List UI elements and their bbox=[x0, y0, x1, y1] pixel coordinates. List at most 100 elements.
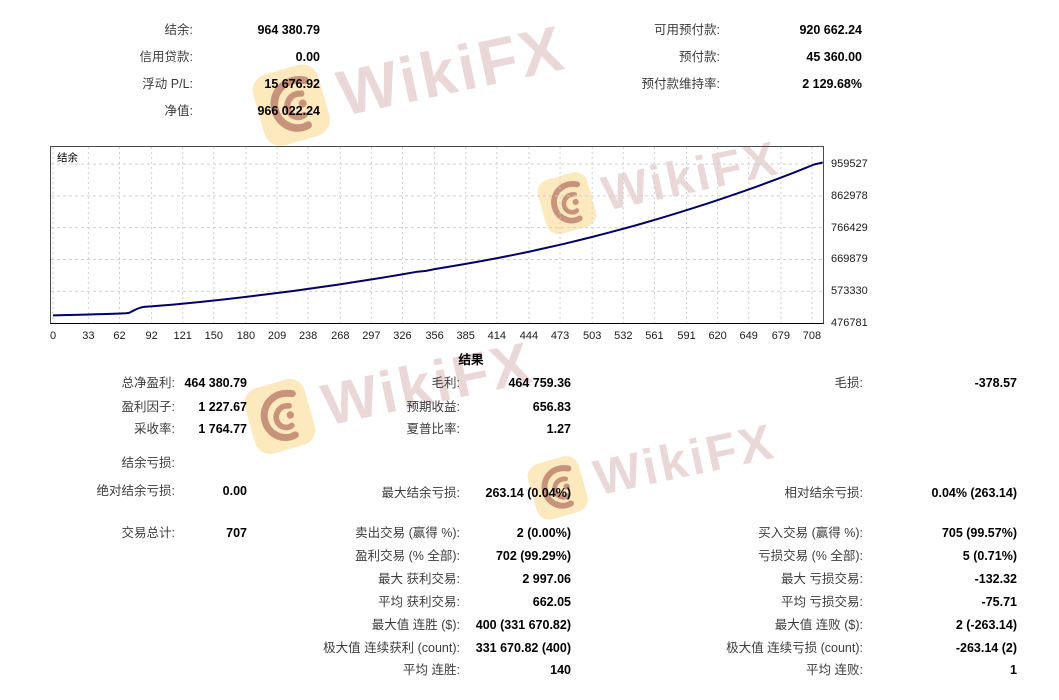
stat-value: 705 (99.57%) bbox=[941, 526, 1017, 540]
stat-value: 0.00 bbox=[222, 484, 247, 498]
stat-label: 最大值 连败 ($): bbox=[774, 618, 863, 632]
x-tick-label: 238 bbox=[298, 330, 318, 342]
stat-value: 920 662.24 bbox=[799, 23, 862, 37]
watermark: WikiFX bbox=[240, 325, 541, 460]
stat-value: -378.57 bbox=[974, 376, 1017, 390]
stat-value: 45 360.00 bbox=[806, 50, 862, 64]
stat-value: 702 (99.29%) bbox=[495, 549, 571, 563]
stat-value: 662.05 bbox=[532, 595, 571, 609]
stat-label: 预付款维持率: bbox=[641, 77, 720, 91]
y-tick-label: 862978 bbox=[831, 189, 868, 202]
balance-chart: 结余 bbox=[50, 146, 824, 324]
stat-value: 0.04% (263.14) bbox=[931, 486, 1017, 500]
stat-value: 464 380.79 bbox=[184, 376, 247, 390]
stat-label: 极大值 连续亏损 (count): bbox=[726, 641, 863, 655]
y-tick-label: 669879 bbox=[831, 253, 868, 266]
x-tick-label: 33 bbox=[82, 330, 95, 342]
stat-value: 464 759.36 bbox=[508, 376, 571, 390]
stat-label: 总净盈利: bbox=[121, 376, 175, 390]
x-tick-label: 620 bbox=[708, 330, 727, 342]
stat-value: 656.83 bbox=[532, 400, 571, 414]
stat-value: 331 670.82 (400) bbox=[475, 641, 571, 655]
x-tick-label: 268 bbox=[331, 330, 350, 342]
x-tick-label: 532 bbox=[614, 330, 633, 342]
stat-label: 净值: bbox=[164, 104, 193, 118]
x-tick-label: 649 bbox=[739, 330, 758, 342]
x-tick-label: 356 bbox=[425, 330, 444, 342]
x-tick-label: 561 bbox=[645, 330, 664, 342]
stat-value: 2 997.06 bbox=[522, 572, 571, 586]
x-tick-label: 414 bbox=[487, 330, 506, 342]
y-tick-label: 766429 bbox=[831, 221, 868, 234]
stat-value: 1.27 bbox=[546, 422, 571, 436]
x-tick-label: 444 bbox=[519, 330, 539, 342]
stat-label: 最大 获利交易: bbox=[378, 572, 460, 586]
stat-value: 5 (0.71%) bbox=[962, 549, 1017, 563]
y-tick-label: 573330 bbox=[831, 285, 868, 298]
stat-label: 夏普比率: bbox=[406, 422, 460, 436]
stat-value: 0.00 bbox=[295, 50, 320, 64]
chart-legend-label: 结余 bbox=[57, 152, 78, 164]
x-tick-label: 180 bbox=[236, 330, 256, 342]
stat-value: 263.14 (0.04%) bbox=[485, 486, 571, 500]
stat-value: -263.14 (2) bbox=[955, 641, 1017, 655]
stat-label: 可用预付款: bbox=[654, 23, 720, 37]
stat-label: 极大值 连续获利 (count): bbox=[323, 641, 460, 655]
x-tick-label: 503 bbox=[583, 330, 602, 342]
balance-line-series bbox=[52, 161, 823, 317]
x-tick-label: 473 bbox=[550, 330, 570, 342]
x-tick-label: 62 bbox=[113, 330, 126, 342]
stat-value: 2 (0.00%) bbox=[516, 526, 571, 540]
x-tick-label: 385 bbox=[456, 330, 475, 342]
stat-label: 最大结余亏损: bbox=[381, 486, 460, 500]
stat-value: -75.71 bbox=[981, 595, 1017, 609]
stat-value: 2 129.68% bbox=[802, 77, 862, 91]
x-tick-label: 209 bbox=[267, 330, 287, 342]
stat-label: 卖出交易 (赢得 %): bbox=[355, 526, 460, 540]
x-tick-label: 0 bbox=[49, 330, 57, 342]
balance-chart-plot bbox=[51, 147, 823, 323]
stat-label: 结余: bbox=[164, 23, 193, 37]
stat-label: 亏损交易 (% 全部): bbox=[758, 549, 863, 563]
stat-label: 预期收益: bbox=[406, 400, 460, 414]
stat-label: 盈利交易 (% 全部): bbox=[355, 549, 460, 563]
x-tick-label: 591 bbox=[677, 330, 696, 342]
stat-label: 平均 连败: bbox=[806, 663, 863, 677]
stat-label: 交易总计: bbox=[121, 526, 175, 540]
stat-label: 信用贷款: bbox=[139, 50, 193, 64]
stat-value: 1 bbox=[1010, 663, 1017, 677]
stat-label: 相对结余亏损: bbox=[784, 486, 863, 500]
stat-label: 平均 连胜: bbox=[403, 663, 460, 677]
x-tick-label: 121 bbox=[173, 330, 192, 342]
y-tick-label: 959527 bbox=[831, 158, 868, 171]
stat-value: 400 (331 670.82) bbox=[475, 618, 571, 632]
stat-label: 平均 获利交易: bbox=[378, 595, 460, 609]
x-tick-label: 92 bbox=[145, 330, 158, 342]
stat-label: 结余亏损: bbox=[121, 456, 175, 470]
x-tick-label: 708 bbox=[802, 330, 822, 342]
stat-value: 1 227.67 bbox=[198, 400, 247, 414]
stat-label: 浮动 P/L: bbox=[142, 77, 193, 91]
x-tick-label: 150 bbox=[204, 330, 223, 342]
stat-label: 采收率: bbox=[134, 422, 175, 436]
stat-value: 707 bbox=[226, 526, 247, 540]
stat-label: 预付款: bbox=[679, 50, 720, 64]
x-tick-label: 679 bbox=[771, 330, 791, 342]
stat-label: 最大 亏损交易: bbox=[781, 572, 863, 586]
stat-value: -132.32 bbox=[974, 572, 1017, 586]
stat-value: 964 380.79 bbox=[257, 23, 320, 37]
x-tick-label: 326 bbox=[393, 330, 412, 342]
results-title: 结果 bbox=[458, 353, 484, 367]
stat-label: 买入交易 (赢得 %): bbox=[758, 526, 863, 540]
stat-label: 毛损: bbox=[834, 376, 863, 390]
stat-value: 15 676.92 bbox=[264, 77, 320, 91]
stat-label: 盈利因子: bbox=[121, 400, 175, 414]
stat-label: 绝对结余亏损: bbox=[96, 484, 175, 498]
stat-value: 1 764.77 bbox=[198, 422, 247, 436]
x-tick-label: 297 bbox=[362, 330, 381, 342]
stat-label: 最大值 连胜 ($): bbox=[371, 618, 460, 632]
stat-value: 966 022.24 bbox=[257, 104, 320, 118]
stat-value: 2 (-263.14) bbox=[955, 618, 1017, 632]
stat-value: 140 bbox=[550, 663, 571, 677]
